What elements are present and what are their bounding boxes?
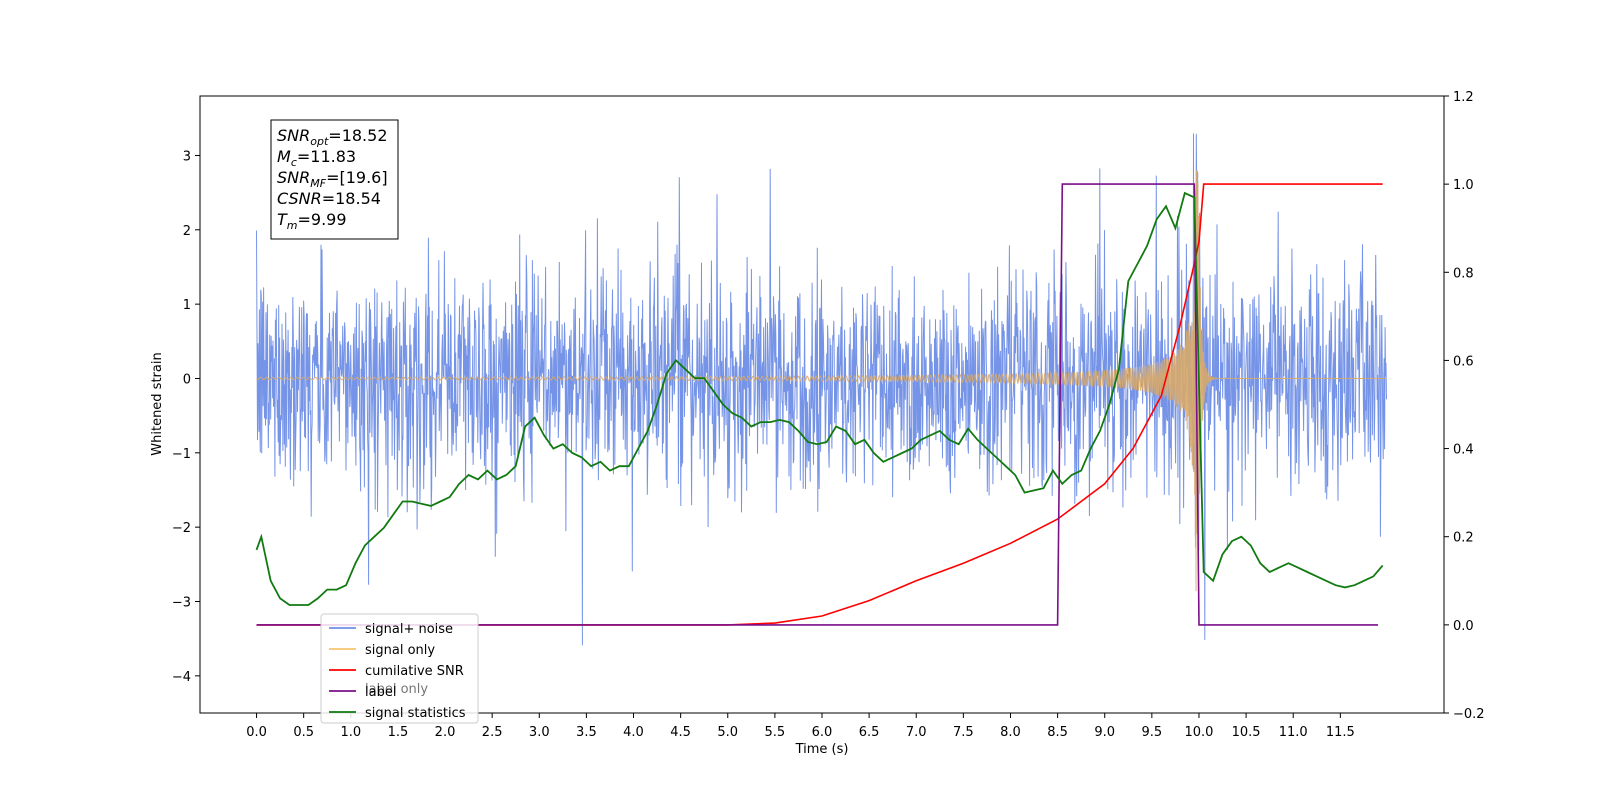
legend-label: label: [365, 685, 396, 700]
y-tick-label: 1: [183, 298, 191, 313]
x-tick-label: 4.5: [670, 725, 691, 740]
y-tick-label: −1: [172, 447, 191, 462]
x-tick-label: 2.0: [435, 725, 456, 740]
annotation-line: SNRMF=[19.6]: [277, 168, 388, 190]
y-tick-label: −4: [172, 670, 191, 685]
y-tick-label: 2: [183, 224, 191, 239]
legend-label: signal only: [365, 643, 435, 658]
x-tick-label: 10.0: [1184, 725, 1213, 740]
x-tick-label: 11.5: [1326, 725, 1355, 740]
x-tick-label: 6.5: [859, 725, 880, 740]
annotation-line: Tm=9.99: [277, 210, 347, 232]
x-tick-label: 3.5: [576, 725, 597, 740]
x-tick-label: 6.0: [812, 725, 833, 740]
y2-tick-label: 1.2: [1453, 90, 1474, 105]
x-tick-label: 0.5: [293, 725, 314, 740]
y2-tick-label: −0.2: [1453, 707, 1485, 722]
x-axis-ticks: 0.0 0.5 1.0 1.5 2.0 2.5 3.0 3.5 4.0 4.5 5.0 5.5 6.0 6…: [246, 713, 1355, 740]
annotation-box: SNRopt=18.52Mc=11.83SNRMF=[19.6]CSNR=18.…: [270, 119, 399, 240]
x-tick-label: 11.0: [1279, 725, 1308, 740]
y2-tick-label: 0.2: [1453, 531, 1474, 546]
x-tick-label: 1.0: [340, 725, 361, 740]
series-label: [256, 183, 1378, 626]
x-axis-label: Time (s): [795, 742, 849, 757]
legend-label: signal+ noise: [365, 622, 453, 637]
x-tick-label: 5.5: [765, 725, 786, 740]
y-axis-ticks: 3 2 1 0 −1 −2 −3 −4: [172, 149, 200, 685]
x-tick-label: 5.0: [717, 725, 738, 740]
legend: label only signal+ noise signal only cumil…: [320, 613, 479, 724]
x-tick-label: 7.0: [906, 725, 927, 740]
y2-tick-label: 0.6: [1453, 354, 1474, 369]
x-tick-label: 9.0: [1094, 725, 1115, 740]
x-tick-label: 7.5: [953, 725, 974, 740]
y2-tick-label: 0.8: [1453, 266, 1474, 281]
y-tick-label: −3: [172, 595, 191, 610]
y-tick-label: −2: [172, 521, 191, 536]
x-tick-label: 4.0: [623, 725, 644, 740]
y2-tick-label: 1.0: [1453, 178, 1474, 193]
annotation-line: CSNR=18.54: [277, 189, 381, 208]
annotation-line: Mc=11.83: [277, 147, 356, 169]
y-axis-label: Whitened strain: [150, 352, 165, 455]
legend-label: signal statistics: [365, 706, 466, 721]
series-signal-statistics: [255, 191, 1384, 606]
legend-frame: [320, 613, 479, 724]
x-tick-label: 9.5: [1142, 725, 1163, 740]
x-tick-label: 8.5: [1047, 725, 1068, 740]
y2-axis-ticks: 1.2 1.0 0.8 0.6 0.4 0.2 0.0 −0.2: [1444, 90, 1485, 722]
x-tick-label: 2.5: [482, 725, 503, 740]
annotation-line: SNRopt=18.52: [277, 126, 388, 148]
legend-hidden-label: label only: [365, 682, 428, 697]
x-tick-label: 8.0: [1000, 725, 1021, 740]
x-tick-label: 1.5: [388, 725, 409, 740]
y-tick-label: 0: [183, 372, 191, 387]
plot-area: [255, 133, 1387, 646]
y-tick-label: 3: [183, 149, 191, 164]
x-tick-label: 10.5: [1232, 725, 1261, 740]
annotation-frame: [270, 119, 399, 240]
x-tick-label: 0.0: [246, 725, 267, 740]
x-tick-label: 3.0: [529, 725, 550, 740]
y2-tick-label: 0.0: [1453, 619, 1474, 634]
y2-tick-label: 0.4: [1453, 443, 1474, 458]
legend-label: cumilative SNR: [365, 664, 464, 679]
